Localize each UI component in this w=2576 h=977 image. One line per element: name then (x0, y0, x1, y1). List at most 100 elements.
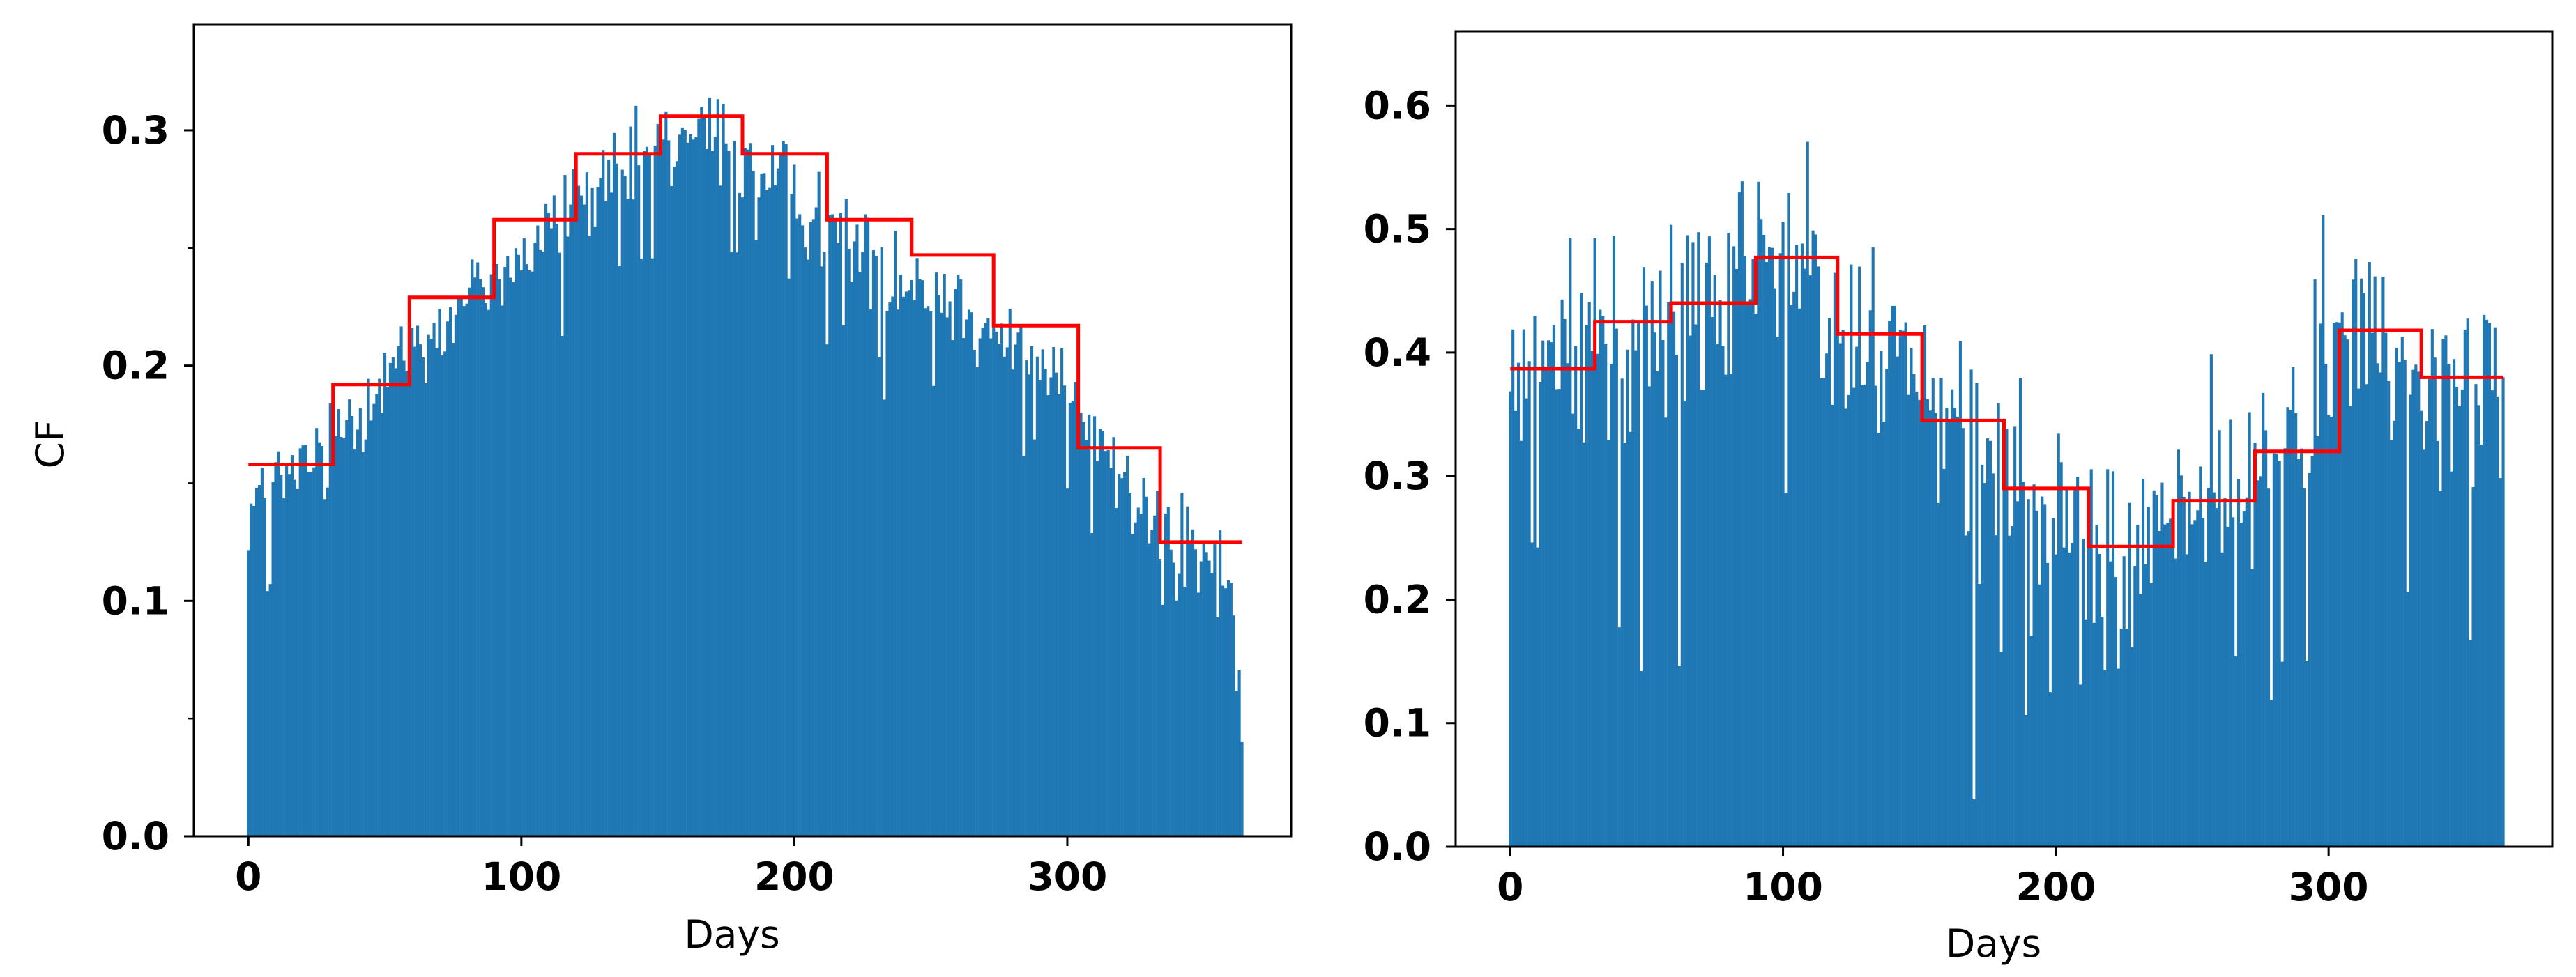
bar (383, 353, 387, 836)
bar (1620, 378, 1624, 847)
bar (1776, 337, 1779, 847)
y-ticks-left: 0.0 0.1 0.2 0.3 (102, 108, 194, 859)
bar (1071, 401, 1074, 836)
bar (342, 438, 346, 836)
bar (1008, 309, 1012, 837)
bar (255, 488, 259, 836)
bar (1032, 439, 1036, 836)
bar (2098, 554, 2101, 847)
bar (1169, 549, 1173, 836)
bar (555, 224, 558, 837)
bar (2349, 406, 2352, 847)
bar (334, 436, 337, 836)
bar (1934, 413, 1937, 847)
bar (2177, 449, 2180, 847)
bar (2283, 448, 2287, 847)
bar (345, 420, 349, 836)
bar (266, 591, 269, 836)
bar (703, 116, 706, 836)
y-tick-label: 0.1 (1364, 701, 1431, 746)
bar (918, 279, 922, 836)
bar (1085, 439, 1088, 836)
bar (2272, 453, 2276, 847)
bar (1016, 332, 1020, 836)
bar (287, 474, 291, 836)
bar (1637, 323, 1640, 847)
chart-right: 0.0 0.1 0.2 0.3 0.4 0.5 0.6 0 100 200 300 Days (1364, 30, 2554, 966)
bar (1525, 398, 1528, 847)
bar (871, 250, 875, 836)
bar (2029, 636, 2033, 847)
bar (965, 319, 968, 837)
bar (312, 467, 316, 836)
bar (801, 225, 805, 837)
bar (754, 240, 758, 836)
bar (1030, 346, 1034, 836)
bar (2234, 656, 2238, 847)
bar (1194, 549, 1198, 836)
bar (331, 408, 335, 836)
bar (897, 309, 900, 836)
bar (1746, 301, 1749, 847)
bar (645, 146, 649, 836)
bar (544, 203, 548, 836)
bar (2338, 322, 2341, 847)
bar (446, 321, 450, 836)
bar (1055, 372, 1058, 836)
bar (2087, 541, 2090, 847)
bar (2324, 364, 2328, 847)
bar (798, 214, 802, 836)
bar (1104, 451, 1107, 836)
bar (2256, 480, 2259, 847)
bar (2262, 392, 2265, 847)
bar (1022, 455, 1026, 836)
bar (596, 187, 600, 836)
bar (1090, 532, 1094, 836)
bar (986, 318, 990, 837)
bar (1912, 374, 1916, 847)
bar (1577, 429, 1580, 847)
bar (1095, 461, 1099, 836)
bar (2038, 584, 2041, 847)
bar (1025, 360, 1028, 836)
bar (517, 254, 520, 836)
bar (1106, 449, 1110, 836)
bar (981, 328, 984, 837)
bar (361, 452, 365, 836)
bar (1068, 403, 1072, 836)
bar (2302, 488, 2306, 847)
bar (1999, 652, 2003, 847)
bar (1235, 691, 1238, 836)
bar (623, 176, 627, 836)
bar (1530, 542, 1534, 847)
bar (959, 279, 963, 836)
bar (820, 266, 823, 836)
bar (1634, 350, 1638, 847)
bar (2095, 525, 2098, 847)
bar (1822, 378, 1826, 847)
bar (378, 378, 381, 836)
bar (1631, 319, 1635, 847)
bar (563, 175, 567, 836)
bar (2294, 413, 2298, 847)
bar (716, 99, 719, 836)
bar (2493, 327, 2497, 847)
bar (1907, 394, 1910, 847)
bar (579, 195, 584, 837)
bar (1189, 541, 1192, 836)
bar (836, 243, 840, 836)
bar (2354, 259, 2358, 847)
bar (1522, 329, 1525, 847)
bar (1101, 431, 1104, 836)
bar (593, 226, 597, 837)
bar (1038, 380, 1042, 836)
bar (2215, 508, 2218, 847)
bar (1011, 369, 1014, 836)
bar (572, 169, 575, 836)
bar (1860, 385, 1864, 847)
bar (2245, 497, 2248, 847)
bar (462, 306, 466, 836)
bar (1833, 272, 1836, 847)
bar (615, 163, 618, 836)
bar (2430, 329, 2434, 847)
